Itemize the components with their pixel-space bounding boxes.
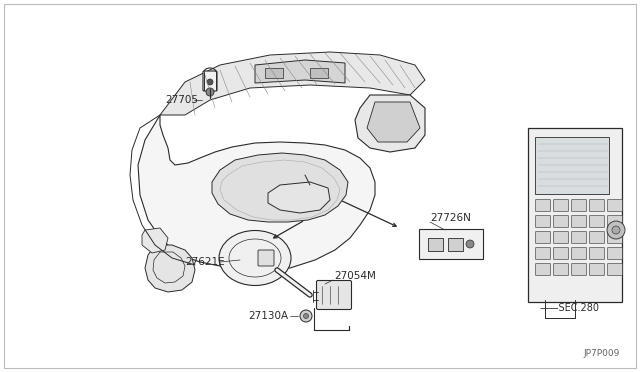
- Circle shape: [607, 221, 625, 239]
- Text: 27726N: 27726N: [430, 213, 471, 223]
- FancyBboxPatch shape: [572, 231, 586, 244]
- Polygon shape: [355, 95, 425, 152]
- FancyBboxPatch shape: [447, 237, 463, 250]
- Polygon shape: [145, 245, 195, 292]
- FancyBboxPatch shape: [554, 263, 568, 276]
- Polygon shape: [212, 153, 348, 222]
- FancyBboxPatch shape: [554, 231, 568, 244]
- Text: 27621E: 27621E: [185, 257, 225, 267]
- Circle shape: [612, 226, 620, 234]
- FancyBboxPatch shape: [536, 247, 550, 260]
- FancyBboxPatch shape: [589, 215, 605, 228]
- Polygon shape: [160, 52, 425, 115]
- FancyBboxPatch shape: [536, 263, 550, 276]
- FancyBboxPatch shape: [536, 231, 550, 244]
- FancyBboxPatch shape: [419, 229, 483, 259]
- FancyBboxPatch shape: [607, 215, 623, 228]
- Polygon shape: [142, 228, 168, 253]
- FancyBboxPatch shape: [607, 263, 623, 276]
- Polygon shape: [268, 182, 330, 213]
- FancyBboxPatch shape: [4, 4, 636, 368]
- FancyBboxPatch shape: [536, 199, 550, 212]
- Text: ——SEC.280: ——SEC.280: [540, 303, 600, 313]
- Circle shape: [300, 310, 312, 322]
- FancyBboxPatch shape: [554, 215, 568, 228]
- Text: JP7P009: JP7P009: [584, 349, 620, 358]
- FancyBboxPatch shape: [528, 128, 622, 302]
- Text: 27054M: 27054M: [334, 271, 376, 281]
- FancyBboxPatch shape: [589, 263, 605, 276]
- Circle shape: [207, 79, 213, 85]
- FancyBboxPatch shape: [428, 237, 442, 250]
- FancyBboxPatch shape: [607, 231, 623, 244]
- Polygon shape: [367, 102, 420, 142]
- FancyBboxPatch shape: [607, 247, 623, 260]
- FancyBboxPatch shape: [258, 250, 274, 266]
- Bar: [265, 68, 283, 78]
- FancyBboxPatch shape: [572, 215, 586, 228]
- Circle shape: [303, 314, 308, 318]
- FancyBboxPatch shape: [317, 280, 351, 310]
- FancyBboxPatch shape: [572, 247, 586, 260]
- Circle shape: [466, 240, 474, 248]
- FancyBboxPatch shape: [607, 199, 623, 212]
- FancyBboxPatch shape: [203, 71, 217, 91]
- Bar: [310, 68, 328, 78]
- Polygon shape: [138, 115, 375, 270]
- Ellipse shape: [219, 231, 291, 285]
- FancyBboxPatch shape: [572, 263, 586, 276]
- FancyBboxPatch shape: [589, 247, 605, 260]
- Text: 27705: 27705: [165, 95, 198, 105]
- FancyBboxPatch shape: [572, 199, 586, 212]
- FancyBboxPatch shape: [554, 247, 568, 260]
- Polygon shape: [255, 60, 345, 83]
- Circle shape: [206, 88, 214, 96]
- FancyBboxPatch shape: [589, 231, 605, 244]
- FancyBboxPatch shape: [535, 137, 609, 194]
- FancyBboxPatch shape: [589, 199, 605, 212]
- FancyBboxPatch shape: [554, 199, 568, 212]
- FancyBboxPatch shape: [536, 215, 550, 228]
- Text: 27130A: 27130A: [248, 311, 288, 321]
